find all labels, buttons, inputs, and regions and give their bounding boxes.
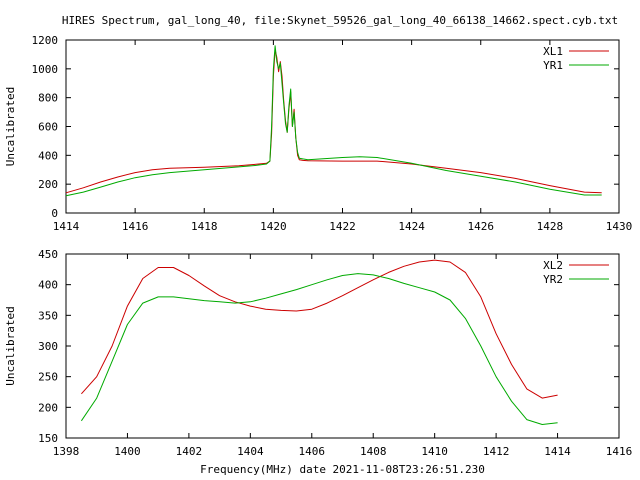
x-tick-label: 1402 xyxy=(176,445,203,458)
series-line-yr1 xyxy=(65,45,602,197)
plot-frame xyxy=(65,39,620,214)
y-axis-label: Uncalibrated xyxy=(4,87,17,166)
y-tick-label: 450 xyxy=(38,248,58,261)
y-tick-label: 150 xyxy=(38,432,58,445)
y-tick-label: 0 xyxy=(51,207,58,220)
x-tick-label: 1426 xyxy=(468,220,495,233)
y-axis-label: Uncalibrated xyxy=(4,306,17,385)
x-tick-label: 1414 xyxy=(53,220,80,233)
y-tick-label: 400 xyxy=(38,149,58,162)
x-tick-label: 1414 xyxy=(544,445,571,458)
x-tick-label: 1416 xyxy=(606,445,633,458)
lower-spectrum-chart: 1398 1400 1402 1404 1406 1408 1410 1412 1414 1416… xyxy=(4,248,632,476)
x-tick-label: 1428 xyxy=(537,220,564,233)
legend-label: XL1 xyxy=(543,45,563,58)
x-tick-label: 1398 xyxy=(53,445,80,458)
series-line-xl2 xyxy=(81,259,558,399)
x-tick-label: 1416 xyxy=(122,220,149,233)
upper-spectrum-chart: 1414 1416 1418 1420 1422 1424 1426 1428 1430 0 200… xyxy=(4,34,632,233)
series-line-xl1 xyxy=(65,49,602,194)
legend-label: YR1 xyxy=(543,59,563,72)
y-tick-label: 800 xyxy=(38,92,58,105)
figure-title: HIRES Spectrum, gal_long_40, file:Skynet… xyxy=(62,14,618,27)
y-tick-label: 600 xyxy=(38,121,58,134)
x-axis-label: Frequency(MHz) date 2021-11-08T23:26:51.… xyxy=(200,463,485,476)
series-line-yr2 xyxy=(80,273,558,425)
x-tick-label: 1400 xyxy=(114,445,141,458)
y-tick-label: 1200 xyxy=(32,34,59,47)
x-tick-label: 1412 xyxy=(483,445,510,458)
x-tick-label: 1404 xyxy=(237,445,264,458)
plot-frame xyxy=(65,253,620,439)
legend-label: YR2 xyxy=(543,273,563,286)
x-tick-label: 1406 xyxy=(299,445,326,458)
x-tick-label: 1424 xyxy=(398,220,425,233)
y-tick-label: 1000 xyxy=(32,63,59,76)
x-tick-label: 1430 xyxy=(606,220,633,233)
x-tick-label: 1410 xyxy=(421,445,448,458)
legend-label: XL2 xyxy=(543,259,563,272)
y-tick-label: 400 xyxy=(38,279,58,292)
x-tick-label: 1408 xyxy=(360,445,387,458)
x-tick-label: 1418 xyxy=(191,220,218,233)
y-tick-label: 300 xyxy=(38,340,58,353)
y-tick-label: 200 xyxy=(38,401,58,414)
y-tick-label: 250 xyxy=(38,371,58,384)
y-tick-label: 350 xyxy=(38,309,58,322)
x-tick-label: 1420 xyxy=(260,220,287,233)
x-tick-label: 1422 xyxy=(329,220,356,233)
y-tick-label: 200 xyxy=(38,178,58,191)
